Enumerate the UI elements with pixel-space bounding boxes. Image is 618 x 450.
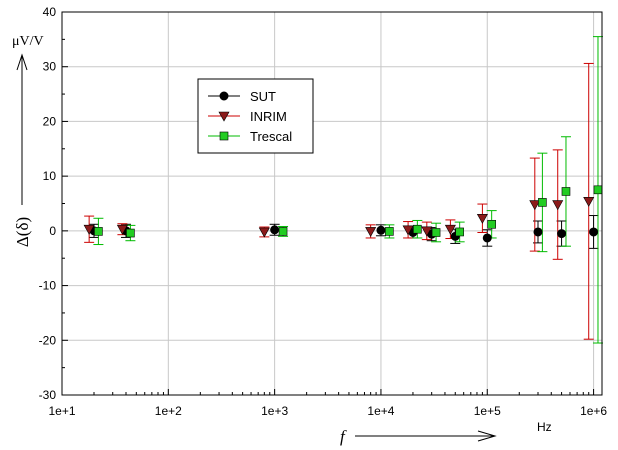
x-tick-label: 1e+1 [48, 404, 75, 418]
x-tick-label: 1e+2 [155, 404, 182, 418]
data-point [529, 200, 541, 211]
x-tick-label: 1e+4 [367, 404, 394, 418]
data-point [589, 227, 599, 237]
y-axis-label: Δ(δ) [13, 217, 32, 247]
x-tick-label: 1e+6 [580, 404, 607, 418]
y-unit-label: μV/V [12, 34, 44, 49]
data-point [116, 224, 128, 235]
data-point [455, 227, 464, 237]
data-point [376, 225, 386, 235]
x-axis-label-group: f Hz [340, 420, 552, 446]
data-point [258, 227, 270, 238]
plot-background [62, 12, 602, 395]
x-axis-label: f [340, 427, 347, 446]
data-point [444, 224, 456, 235]
data-point [583, 197, 595, 207]
x-tick-label: 1e+3 [261, 404, 288, 418]
y-tick-label: 20 [43, 114, 57, 128]
series-trescal-points [94, 185, 603, 238]
legend-label: SUT [250, 89, 276, 104]
series-inrim-points [83, 197, 595, 238]
legend: SUT INRIM Trescal [197, 78, 314, 154]
y-tick-label: 0 [49, 224, 56, 238]
legend-label: Trescal [250, 129, 292, 144]
data-point [552, 200, 564, 211]
data-point [421, 226, 433, 237]
data-point [365, 227, 377, 238]
data-point [413, 224, 422, 234]
x-tick-label: 1e+5 [474, 404, 501, 418]
data-point [538, 198, 547, 207]
x-arrow-head [477, 430, 497, 442]
data-point [487, 219, 496, 229]
y-tick-label: -20 [39, 333, 57, 347]
data-point [385, 227, 394, 236]
legend-marker [219, 131, 229, 141]
y-arrow-head [16, 53, 28, 71]
data-point [94, 227, 103, 236]
data-point [83, 224, 95, 235]
legend-marker [219, 91, 229, 101]
legend-marker [218, 111, 230, 122]
data-point [533, 227, 543, 237]
x-tick-labels: 1e+1 1e+2 1e+3 1e+4 1e+5 1e+6 [48, 404, 607, 418]
data-point [593, 185, 603, 195]
x-unit-label: Hz [537, 420, 552, 434]
plot-frame [61, 11, 603, 396]
y-tick-label: 30 [43, 60, 57, 74]
series-layer [83, 36, 603, 344]
y-tick-label: 10 [43, 169, 57, 183]
data-point [431, 228, 441, 237]
y-tick-label: 40 [43, 5, 57, 19]
data-point [557, 229, 567, 239]
y-tick-labels: -30 -20 -10 0 10 20 30 40 [39, 5, 57, 402]
y-axis-label-group: μV/V Δ(δ) [12, 34, 44, 247]
y-tick-label: -10 [39, 279, 57, 293]
data-point [270, 225, 280, 235]
y-tick-label: -30 [39, 388, 57, 402]
legend-label: INRIM [250, 109, 287, 124]
data-point [278, 227, 288, 236]
data-point [482, 233, 492, 243]
legend-items: SUT INRIM Trescal [208, 89, 292, 144]
data-point [402, 225, 414, 236]
data-point [126, 228, 135, 238]
data-point [561, 187, 571, 196]
data-point [476, 213, 488, 224]
